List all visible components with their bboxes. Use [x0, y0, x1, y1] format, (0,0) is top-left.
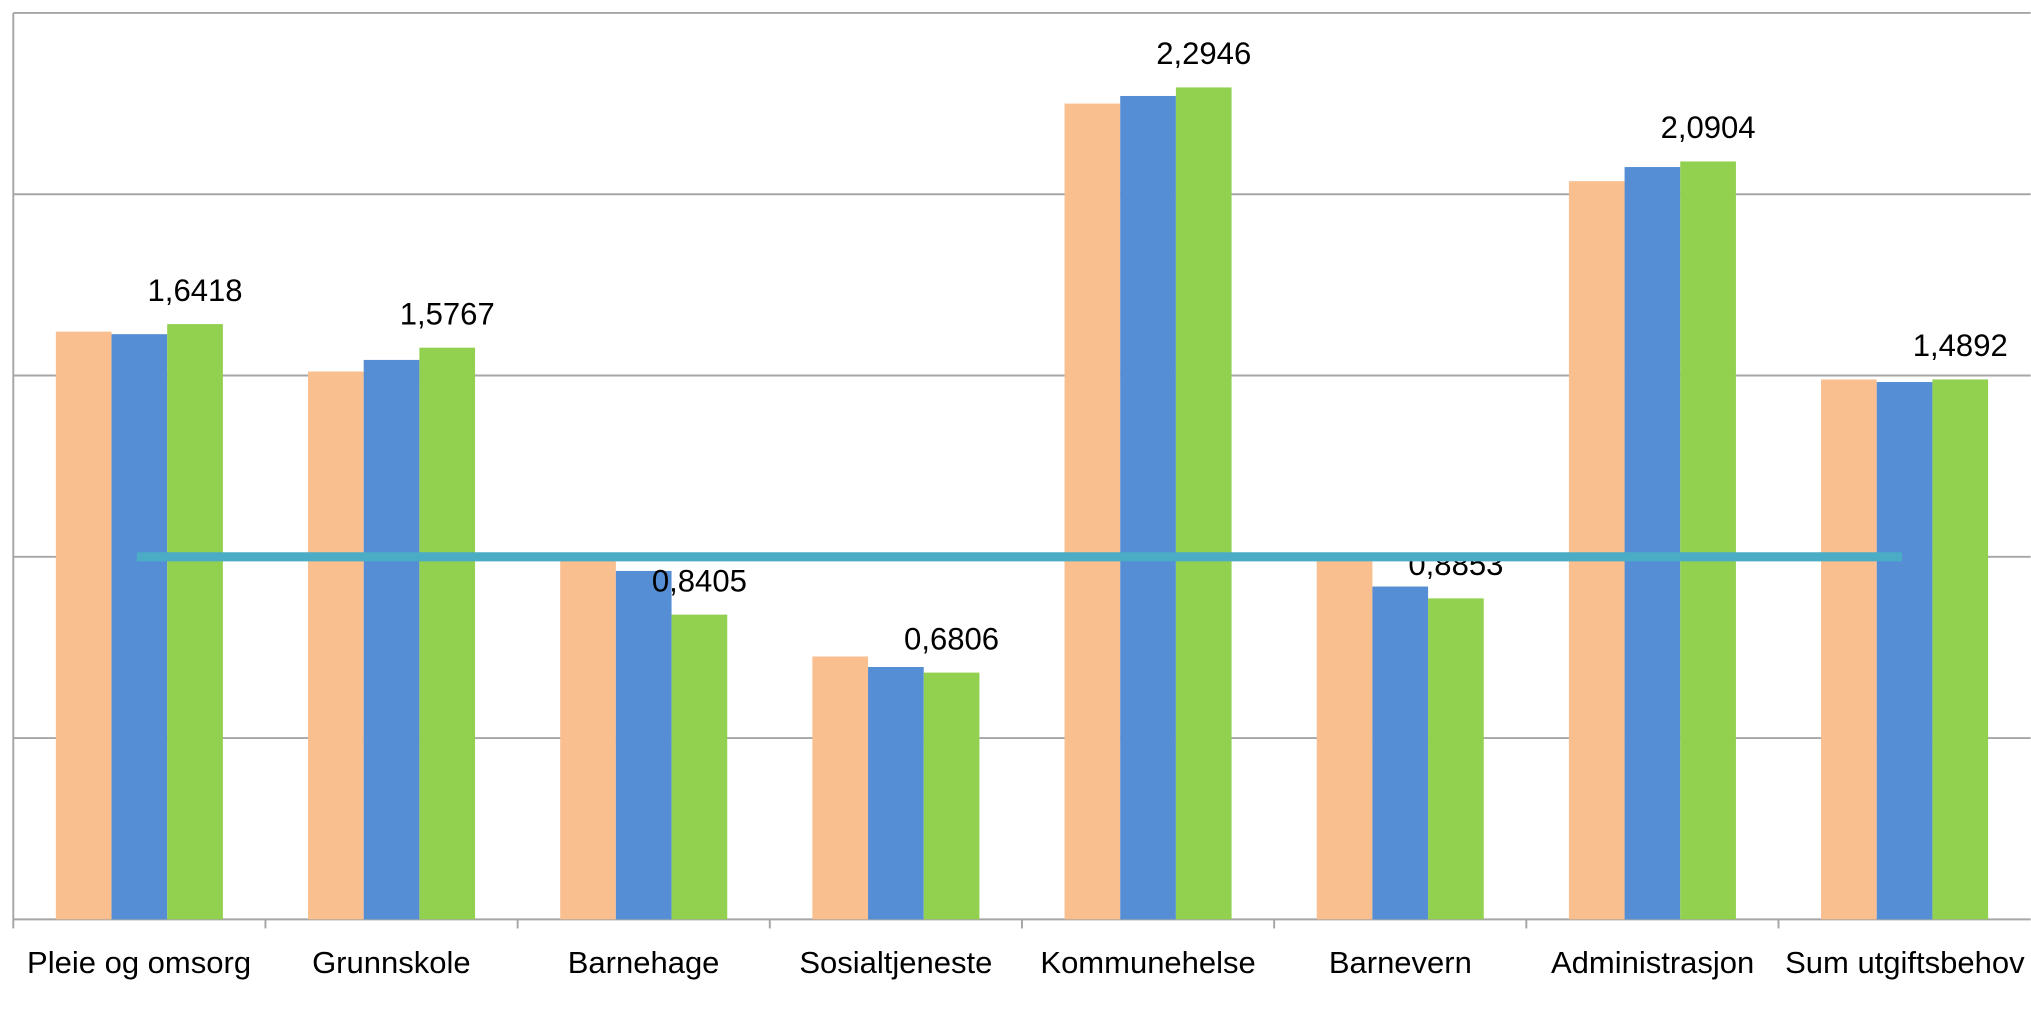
bar	[615, 570, 672, 920]
bar	[167, 324, 223, 920]
bar	[55, 331, 112, 920]
bar	[1680, 161, 1736, 920]
data-label: 2,2946	[1156, 36, 1251, 71]
x-tick-label: Administrasjon	[1550, 944, 1755, 980]
bar	[1120, 95, 1176, 920]
bar	[1821, 379, 1877, 920]
x-tick-label: Kommunehelse	[1040, 944, 1256, 980]
bar	[812, 656, 869, 920]
x-tick-label: Sum utgiftsbehov	[1785, 944, 2025, 980]
data-label: 1,4892	[1913, 328, 2008, 363]
x-tick-label: Barnevern	[1328, 944, 1472, 980]
bar	[671, 614, 728, 920]
bar	[868, 667, 924, 920]
bar	[1175, 87, 1232, 920]
bar	[923, 672, 980, 920]
data-label: 0,6806	[904, 621, 999, 656]
bar	[560, 554, 616, 920]
bar	[111, 334, 168, 920]
x-tick-label: Grunnskole	[312, 944, 471, 980]
data-label: 0,8405	[652, 563, 747, 598]
data-label: 1,6418	[148, 273, 243, 308]
data-label: 1,5767	[400, 296, 495, 331]
bar	[1932, 379, 1989, 920]
x-tick-label: Barnehage	[567, 944, 720, 980]
bar	[1372, 586, 1429, 920]
bar	[1316, 556, 1373, 920]
bar	[1876, 382, 1933, 920]
bar	[1064, 103, 1121, 920]
bar	[1624, 167, 1681, 920]
bar	[363, 359, 420, 920]
data-label: 2,0904	[1661, 110, 1756, 145]
x-tick-label: Sosialtjeneste	[799, 944, 993, 980]
bar	[308, 371, 364, 920]
bar	[1428, 598, 1484, 920]
bar	[419, 347, 476, 920]
bar	[1568, 181, 1625, 920]
x-tick-label: Pleie og omsorg	[27, 944, 252, 980]
